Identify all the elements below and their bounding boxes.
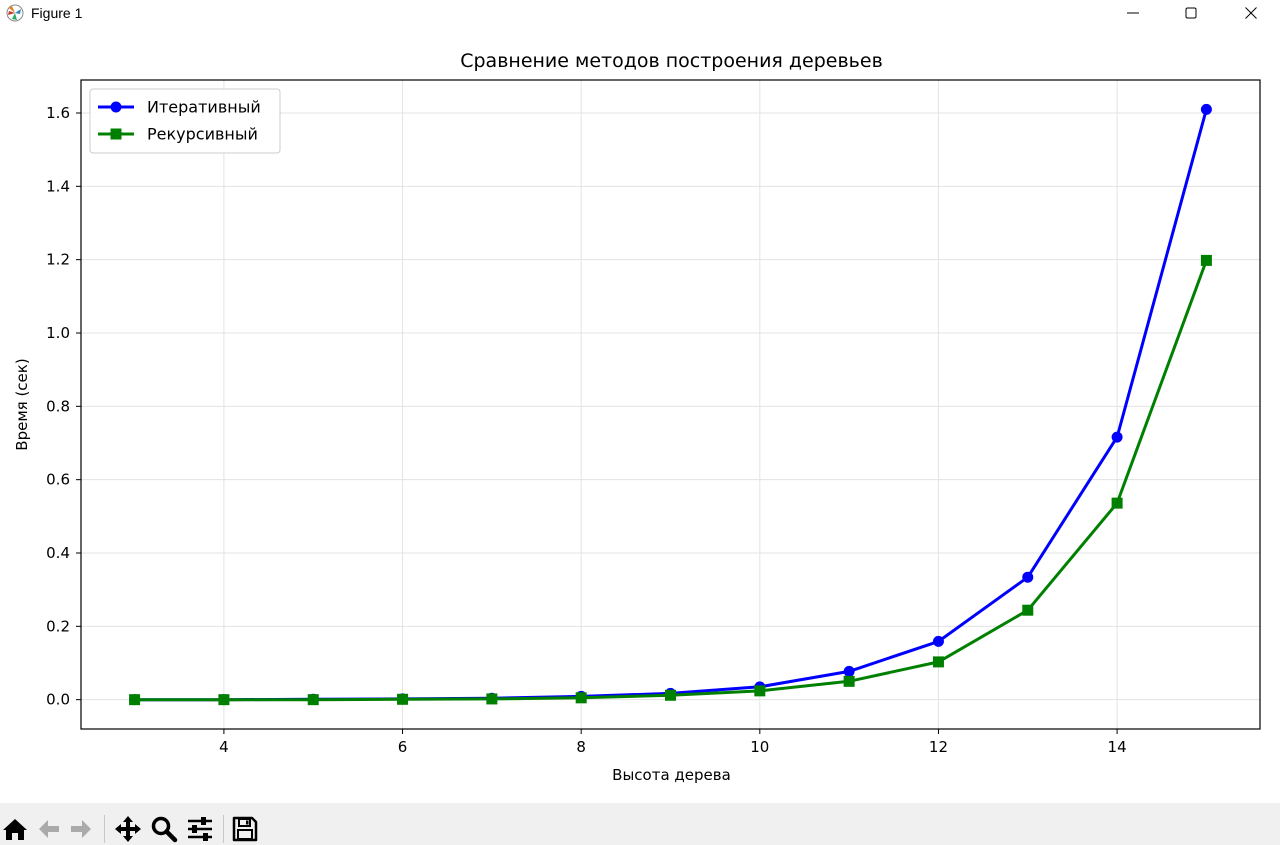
zoom-icon — [151, 816, 178, 843]
home-button[interactable] — [0, 814, 30, 844]
close-button[interactable] — [1222, 0, 1280, 26]
y-tick-label: 0.0 — [46, 691, 70, 709]
legend-label-2: Рекурсивный — [147, 125, 258, 144]
data-point-1 — [843, 665, 855, 677]
maximize-icon — [1185, 7, 1197, 19]
y-tick-label: 1.6 — [46, 104, 70, 122]
line-chart: 4 6 8 10 12 14 0.0 0.2 0.4 0.6 0.8 1.0 1.2 1.4 1.6 Срав… — [13, 50, 1261, 784]
data-point-2 — [1022, 604, 1034, 616]
window-titlebar: Figure 1 — [0, 0, 1280, 26]
minimize-button[interactable] — [1104, 0, 1162, 26]
minimize-icon — [1127, 12, 1139, 14]
y-tick-label: 1.0 — [46, 324, 70, 342]
data-point-2 — [1200, 254, 1212, 266]
save-button[interactable] — [230, 814, 260, 844]
y-tick-label: 1.2 — [46, 251, 70, 269]
forward-icon — [71, 820, 91, 838]
pan-button[interactable] — [113, 814, 143, 844]
x-tick-label: 10 — [750, 738, 769, 756]
legend-box — [89, 88, 281, 154]
matplotlib-icon — [6, 4, 24, 22]
data-point-2 — [665, 689, 676, 701]
configure-subplots-icon — [188, 817, 212, 841]
y-tick-label: 0.4 — [46, 544, 70, 562]
data-point-2 — [575, 692, 587, 704]
legend-marker-2 — [110, 128, 122, 140]
toolbar-separator — [104, 815, 105, 843]
y-tick-label: 0.6 — [46, 471, 70, 489]
y-tick-label: 0.2 — [46, 617, 70, 635]
chart-area: 4 6 8 10 12 14 0.0 0.2 0.4 0.6 0.8 1.0 1.2 1.4 1.6 Срав… — [0, 26, 1280, 803]
x-tick-label: 8 — [576, 738, 586, 756]
forward-button[interactable] — [66, 814, 96, 844]
x-axis-label: Высота дерева — [612, 766, 731, 784]
pan-icon — [115, 816, 141, 842]
save-icon — [232, 816, 258, 842]
x-tick-label: 14 — [1108, 738, 1127, 756]
legend-marker-1 — [110, 101, 122, 113]
data-point-1 — [1200, 103, 1212, 115]
window-title: Figure 1 — [31, 5, 83, 21]
data-point-2 — [486, 693, 498, 705]
back-button[interactable] — [34, 814, 64, 844]
y-tick-label: 1.4 — [46, 177, 70, 195]
y-tick-label: 0.8 — [46, 397, 70, 415]
data-point-2 — [1111, 497, 1123, 509]
data-point-2 — [397, 693, 409, 705]
toolbar-separator — [223, 815, 224, 843]
maximize-button[interactable] — [1162, 0, 1220, 26]
data-point-2 — [932, 656, 944, 668]
legend-label-1: Итеративный — [147, 98, 261, 117]
data-point-1 — [1111, 431, 1123, 443]
x-tick-label: 6 — [398, 738, 408, 756]
back-icon — [39, 820, 59, 838]
data-point-2 — [218, 694, 230, 706]
plot-background — [81, 80, 1260, 729]
data-point-2 — [754, 685, 766, 697]
configure-subplots-button[interactable] — [185, 814, 215, 844]
data-point-2 — [843, 675, 855, 687]
zoom-button[interactable] — [149, 814, 179, 844]
plot-frame — [80, 79, 1261, 730]
data-point-2 — [307, 694, 319, 706]
close-icon — [1245, 7, 1257, 19]
x-tick-label: 4 — [219, 738, 229, 756]
chart-title: Сравнение методов построения деревьев — [460, 50, 883, 72]
x-tick-label: 12 — [929, 738, 948, 756]
navigation-toolbar — [0, 803, 1280, 845]
home-icon — [3, 819, 27, 840]
data-point-1 — [1022, 571, 1034, 583]
data-point-1 — [932, 635, 944, 647]
data-point-2 — [129, 694, 141, 706]
y-axis-label: Время (сек) — [13, 358, 31, 450]
